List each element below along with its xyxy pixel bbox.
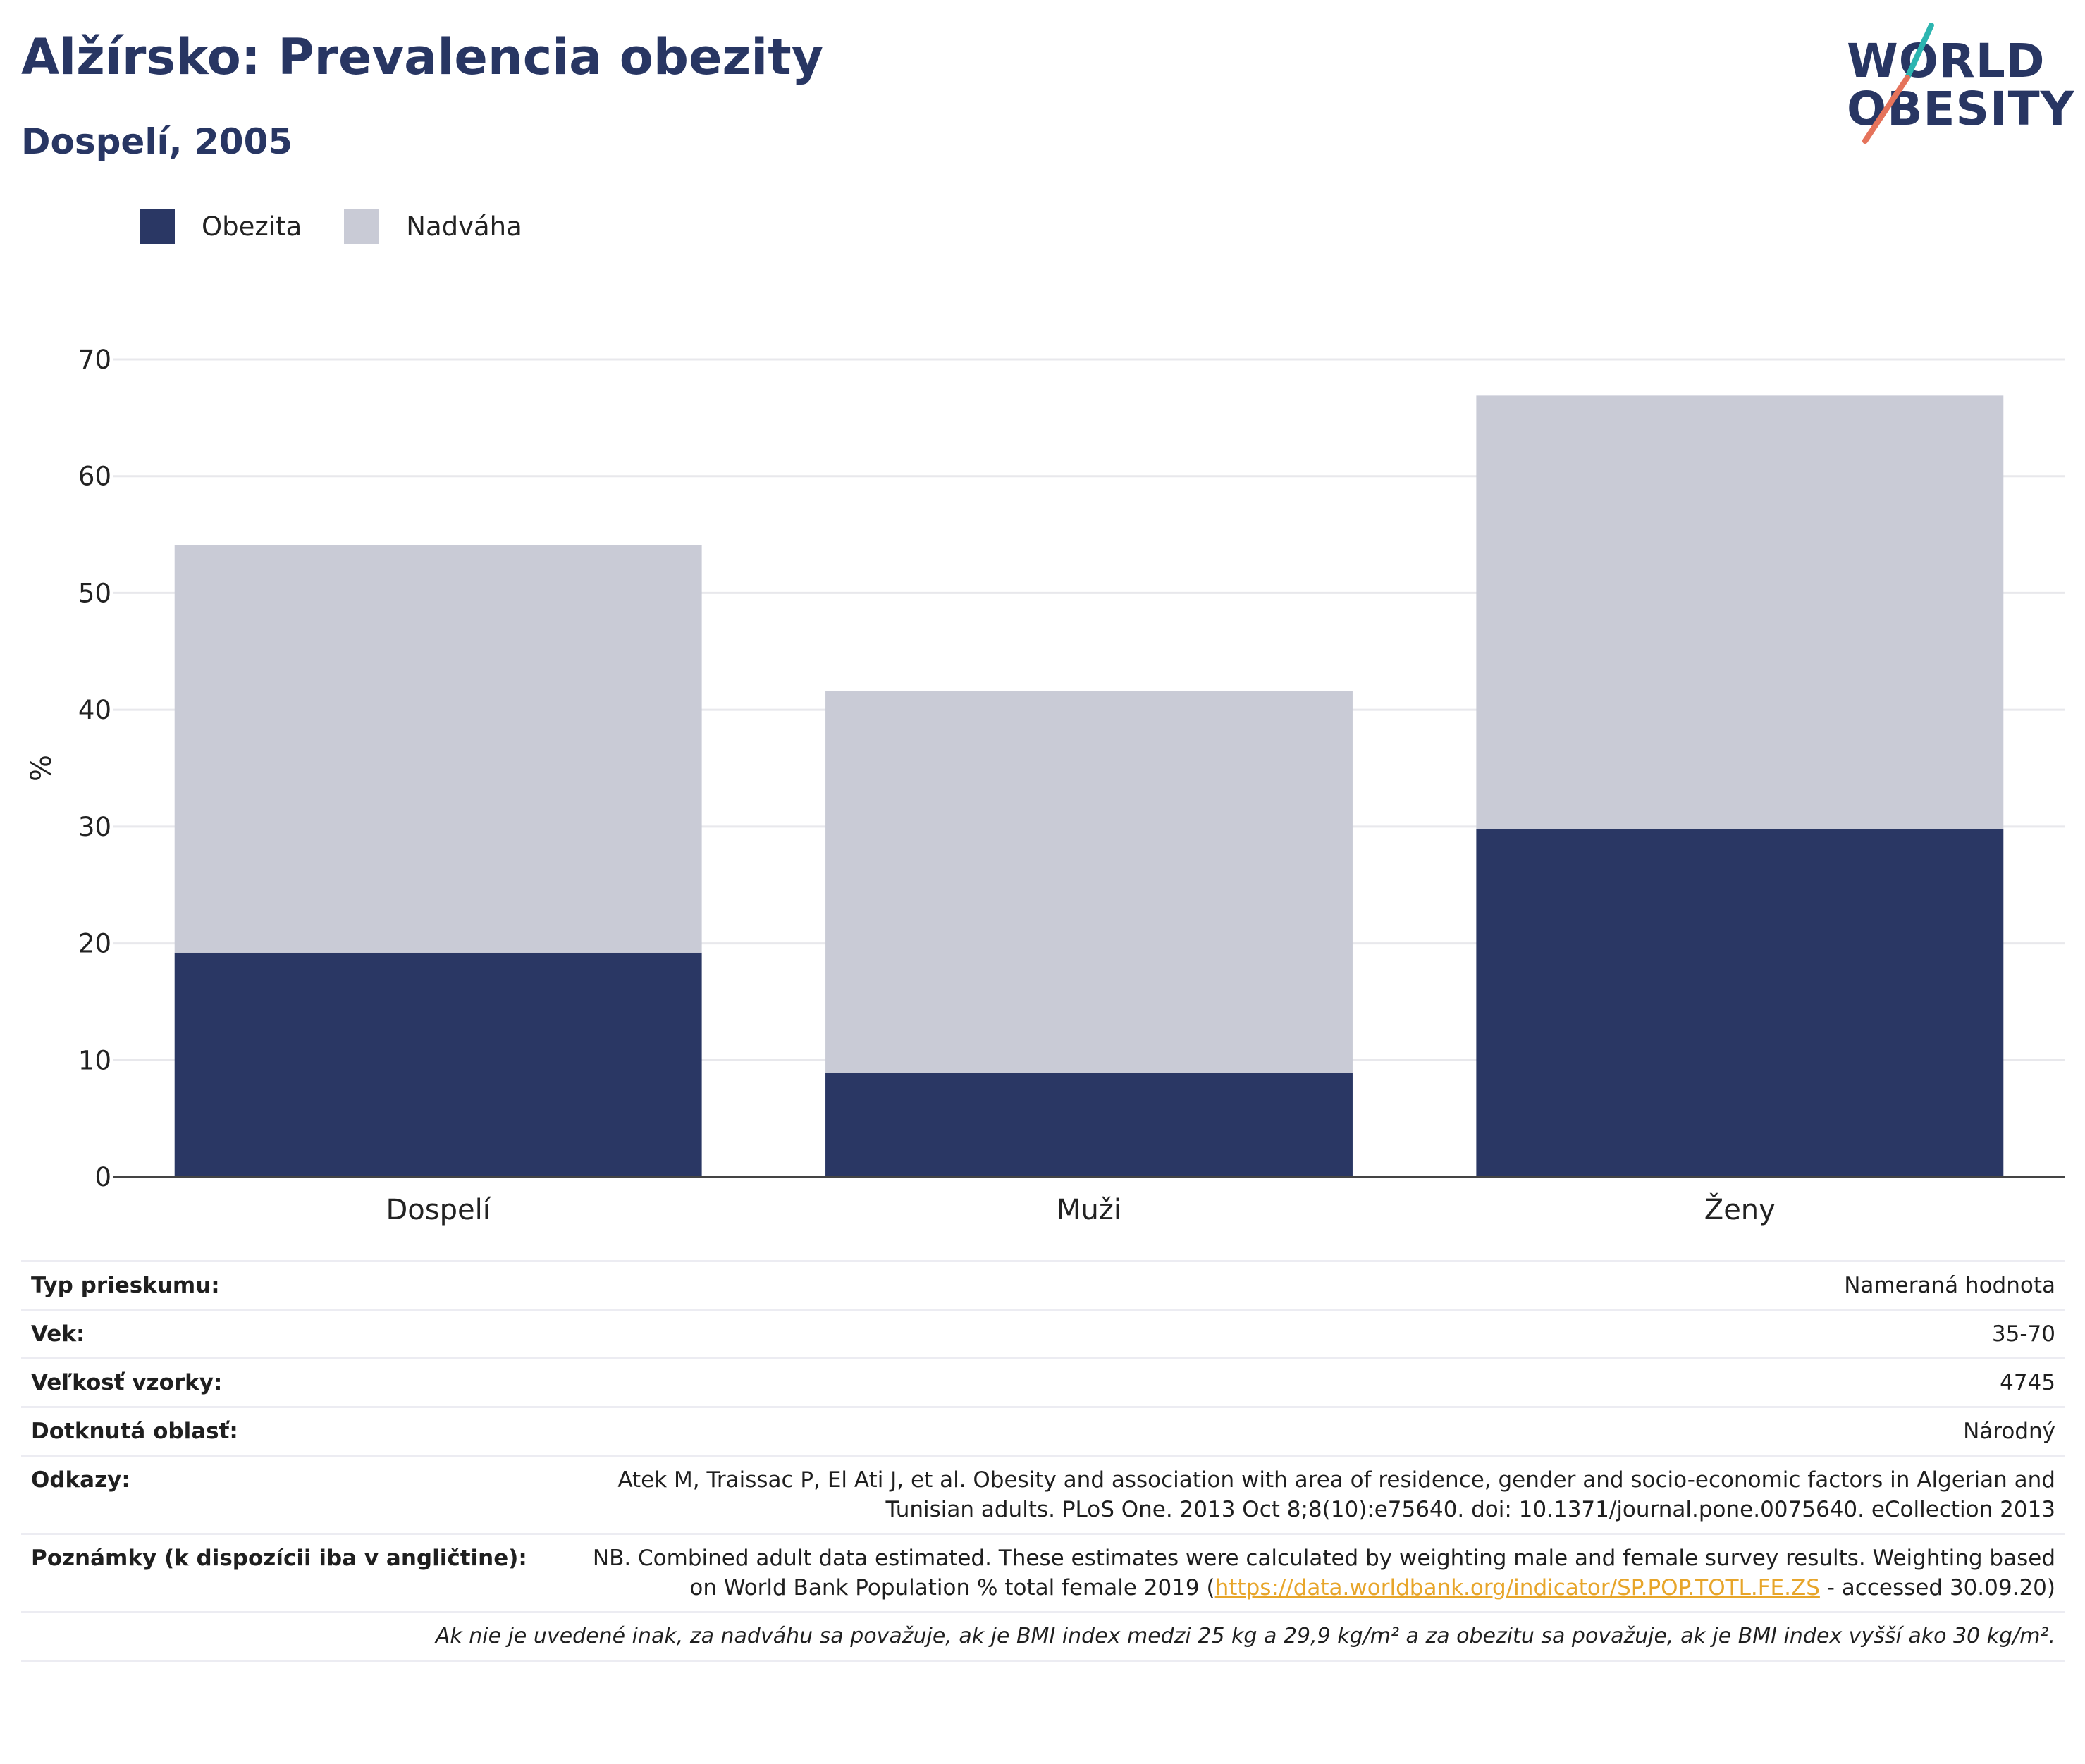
legend-label-nadvaha: Nadváha <box>406 211 522 242</box>
y-tick-label: 40 <box>78 695 111 725</box>
info-value: Národný <box>577 1406 2065 1457</box>
legend-swatch-nadvaha <box>344 209 380 244</box>
worldbank-link[interactable]: https://data.worldbank.org/indicator/SP.… <box>1214 1575 1820 1600</box>
info-row-notes: Poznámky (k dispozícii iba v angličtine)… <box>21 1533 2065 1613</box>
y-axis-label: % <box>25 755 58 782</box>
info-label: Typ prieskumu: <box>21 1260 577 1311</box>
bar-obezita-0 <box>174 952 702 1177</box>
bar-nadváha-0 <box>174 545 702 953</box>
info-label: Veľkosť vzorky: <box>21 1357 577 1408</box>
info-row-sample-size: Veľkosť vzorky: 4745 <box>21 1357 2065 1408</box>
chart-legend: Obezita Nadváha <box>140 209 565 244</box>
info-label: Dotknutá oblasť: <box>21 1406 577 1457</box>
info-value: Nameraná hodnota <box>577 1260 2065 1311</box>
notes-text: NB. Combined adult data estimated. These… <box>592 1546 2055 1600</box>
logo-line-1: WORLD <box>1847 34 2046 88</box>
legend-swatch-obezita <box>140 209 175 244</box>
bar-obezita-1 <box>825 1073 1353 1177</box>
legend-label-obezita: Obezita <box>202 211 302 242</box>
info-label: Odkazy: <box>21 1455 577 1535</box>
logo-slash-icon <box>1862 23 1934 144</box>
y-tick-label: 70 <box>78 345 111 375</box>
survey-info-table: Typ prieskumu: Nameraná hodnota Vek: 35-… <box>21 1260 2065 1662</box>
y-tick-label: 30 <box>78 812 111 842</box>
legend-item-nadvaha[interactable]: Nadváha <box>344 209 522 244</box>
info-row-area: Dotknutá oblasť: Národný <box>21 1406 2065 1457</box>
world-obesity-logo: WORLD OBESITY <box>1833 20 2074 147</box>
info-row-footnote: Ak nie je uvedené inak, za nadváhu sa po… <box>21 1611 2065 1662</box>
x-tick-label: Dospelí <box>386 1194 491 1226</box>
x-tick-label: Muži <box>1057 1194 1121 1226</box>
bar-nadváha-2 <box>1476 395 2004 829</box>
bar-nadváha-1 <box>825 691 1353 1073</box>
bmi-footnote: Ak nie je uvedené inak, za nadváhu sa po… <box>21 1611 2065 1662</box>
info-row-survey-type: Typ prieskumu: Nameraná hodnota <box>21 1260 2065 1311</box>
y-tick-label: 10 <box>78 1045 111 1075</box>
info-value: NB. Combined adult data estimated. These… <box>577 1533 2065 1613</box>
info-value: 35-70 <box>577 1309 2065 1359</box>
notes-text-end: - accessed 30.09.20) <box>1819 1575 2055 1600</box>
info-label: Poznámky (k dispozícii iba v angličtine)… <box>21 1533 577 1613</box>
info-row-references: Odkazy: Atek M, Traissac P, El Ati J, et… <box>21 1455 2065 1535</box>
y-tick-label: 0 <box>94 1162 111 1192</box>
x-tick-label: Ženy <box>1704 1192 1776 1226</box>
info-value: Atek M, Traissac P, El Ati J, et al. Obe… <box>577 1455 2065 1535</box>
y-tick-label: 60 <box>78 462 111 492</box>
info-label: Vek: <box>21 1309 577 1359</box>
y-tick-label: 20 <box>78 929 111 959</box>
info-value: 4745 <box>577 1357 2065 1408</box>
info-row-age: Vek: 35-70 <box>21 1309 2065 1359</box>
bar-obezita-2 <box>1476 829 2004 1177</box>
legend-item-obezita[interactable]: Obezita <box>140 209 302 244</box>
bar-chart: 0 10 20 30 40 50 60 70% Dospelí Muži Ženy <box>25 345 2065 1226</box>
page-subtitle: Dospelí, 2005 <box>21 121 293 162</box>
y-tick-label: 50 <box>78 578 111 608</box>
page-title: Alžírsko: Prevalencia obezity <box>21 28 824 86</box>
